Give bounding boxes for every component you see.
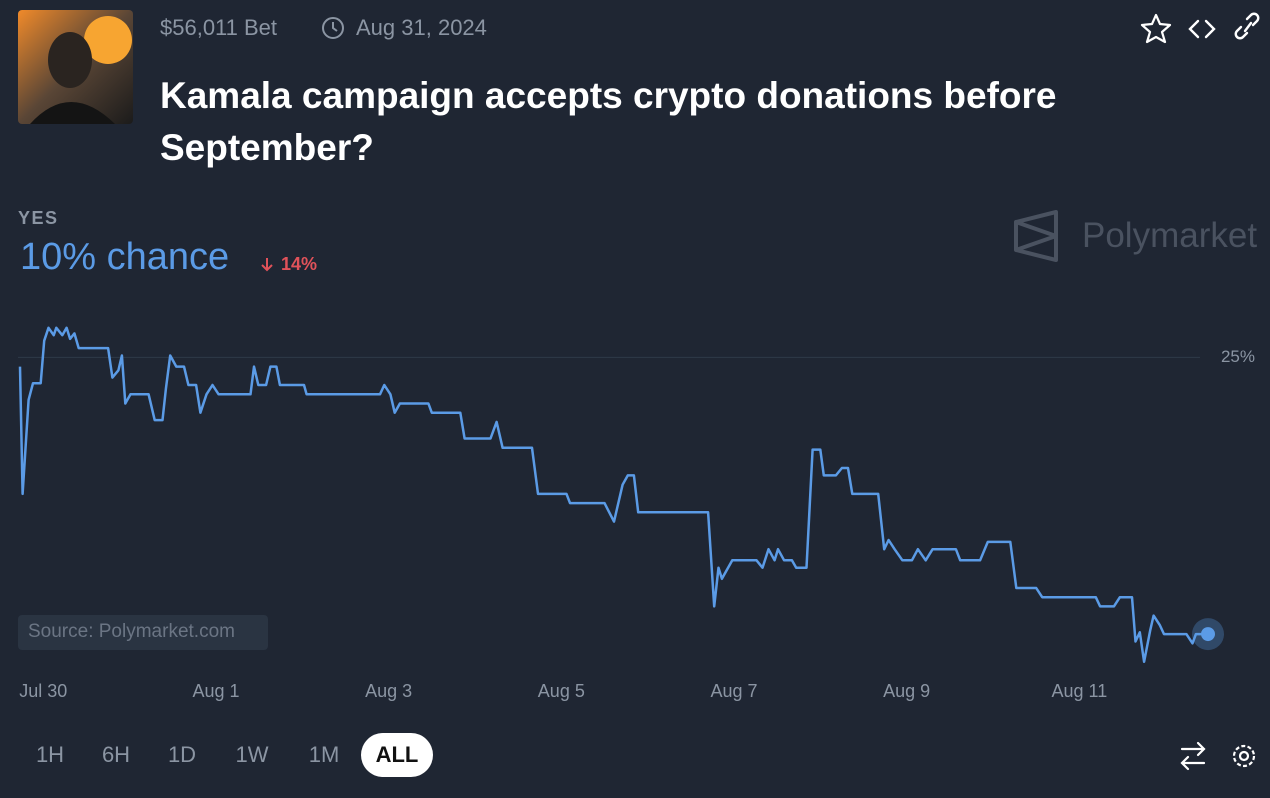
chance: 10% chance xyxy=(20,236,230,278)
link-icon[interactable] xyxy=(1234,12,1260,40)
avatar-figure xyxy=(30,102,115,124)
current-point xyxy=(1201,627,1215,642)
swap-icon[interactable] xyxy=(1180,741,1206,771)
x-tick-label: Aug 7 xyxy=(710,681,757,701)
change-arrow xyxy=(261,258,273,272)
settings-icon[interactable] xyxy=(1232,744,1256,768)
range-button[interactable]: 1H xyxy=(35,742,65,767)
y-tick-label: 25% xyxy=(1221,347,1255,366)
embed-icon[interactable] xyxy=(1188,19,1216,39)
price-line xyxy=(18,326,1208,664)
outcome-label: YES xyxy=(18,208,59,228)
change: 14% xyxy=(281,254,318,274)
bet-volume: $56,011 Bet xyxy=(160,15,278,40)
x-tick-label: Aug 9 xyxy=(883,681,930,701)
avatar-coin xyxy=(84,16,132,64)
x-tick-label: Aug 1 xyxy=(192,681,239,701)
source-box xyxy=(18,615,268,650)
range-button[interactable]: 6H xyxy=(101,742,131,767)
end-date: Aug 31, 2024 xyxy=(356,15,487,40)
source: Source: Polymarket.com xyxy=(28,621,235,642)
x-tick-label: Jul 30 xyxy=(19,681,67,701)
star-icon[interactable] xyxy=(1140,13,1172,44)
x-tick-label: Aug 3 xyxy=(365,681,412,701)
range-button[interactable]: ALL xyxy=(375,742,419,767)
brand-logo xyxy=(1014,210,1058,262)
market-title: Kamala campaign accepts crypto donations… xyxy=(160,75,1057,168)
range-button[interactable]: 1M xyxy=(308,742,340,767)
x-tick-label: Aug 11 xyxy=(1051,681,1107,701)
range-pill xyxy=(361,733,433,777)
brand-name: Polymarket xyxy=(1082,216,1258,255)
range-button[interactable]: 1W xyxy=(235,742,269,767)
x-tick-label: Aug 5 xyxy=(538,681,585,701)
clock-icon xyxy=(322,17,344,39)
range-button[interactable]: 1D xyxy=(167,742,197,767)
avatar-figure xyxy=(48,32,92,88)
